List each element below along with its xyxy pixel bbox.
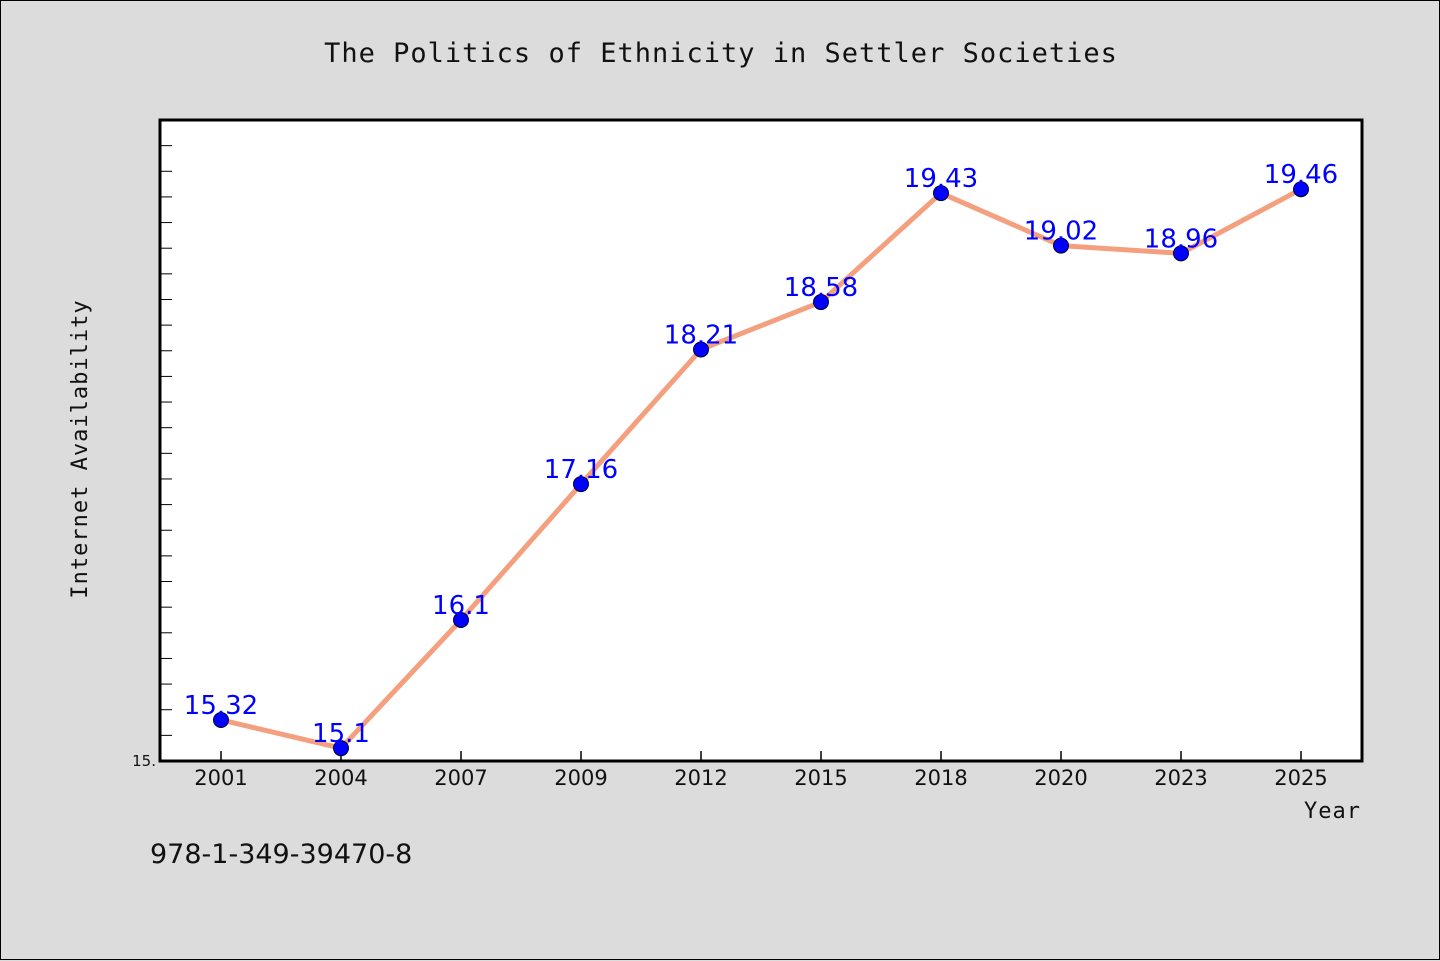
data-value-label: 18.96 [1144, 224, 1218, 254]
data-value-label: 18.21 [664, 320, 738, 350]
data-point-marker [573, 476, 589, 493]
x-tick-label: 2007 [434, 766, 487, 790]
x-tick-label: 2018 [914, 766, 967, 790]
x-tick-label: 2023 [1154, 766, 1207, 790]
data-point-marker [933, 185, 949, 202]
data-value-label: 17.16 [544, 455, 618, 485]
y-axis-title: Internet Availability [68, 299, 93, 598]
x-tick-label: 2009 [554, 766, 607, 790]
data-labels: 15.32 15.1 16.1 17.16 18.21 18.58 19.43 19.02 18… [184, 160, 1338, 749]
y-tick-label: 15. [132, 752, 156, 770]
data-value-label: 18.58 [784, 273, 858, 303]
data-point-marker [1053, 237, 1069, 254]
data-value-label: 19.46 [1264, 160, 1338, 190]
y-minor-ticks [160, 119, 172, 762]
x-tick-label: 2004 [314, 766, 367, 790]
x-tick-label: 2012 [674, 766, 727, 790]
data-value-label: 19.02 [1024, 217, 1098, 247]
data-point-marker [213, 711, 229, 728]
x-tick-label: 2025 [1274, 766, 1327, 790]
data-point-marker [453, 611, 469, 628]
data-markers [213, 181, 1309, 757]
data-point-marker [333, 740, 349, 757]
y-tick-labels: 15. [132, 752, 156, 770]
x-ticks [220, 751, 1302, 761]
x-tick-label: 2001 [194, 766, 247, 790]
data-value-label: 16.1 [432, 591, 490, 621]
series-line [218, 186, 1304, 751]
data-value-label: 15.1 [312, 719, 370, 749]
x-axis-title: Year [1304, 799, 1361, 824]
x-tick-label: 2015 [794, 766, 847, 790]
isbn-annotation: 978-1-349-39470-8 [150, 839, 412, 870]
data-point-marker [1293, 181, 1309, 198]
chart-title: The Politics of Ethnicity in Settler Soc… [324, 38, 1118, 69]
data-value-label: 15.32 [184, 691, 258, 721]
x-tick-labels: 2001 2004 2007 2009 2012 2015 2018 2020 2023 2025 [194, 766, 1327, 790]
data-value-label: 19.43 [904, 164, 978, 194]
plot-area [158, 118, 1364, 763]
data-point-marker [813, 294, 829, 311]
data-point-marker [693, 341, 709, 358]
x-tick-label: 2020 [1034, 766, 1087, 790]
data-point-marker [1173, 245, 1189, 262]
